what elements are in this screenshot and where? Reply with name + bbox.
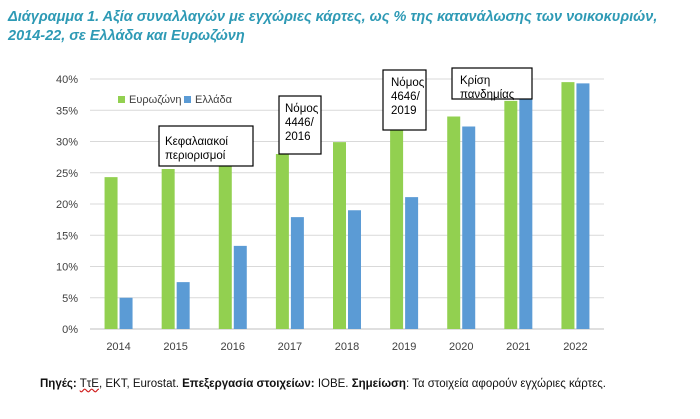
x-tick-label: 2017 <box>278 341 302 353</box>
annotation-text: Νόμος <box>391 77 425 89</box>
y-tick-label: 40% <box>56 74 78 86</box>
annotation-text: πανδημίας <box>460 89 515 101</box>
bar-greece-2019 <box>405 197 419 329</box>
bars <box>104 82 590 329</box>
y-tick-label: 25% <box>56 168 78 180</box>
annotation-frame <box>451 67 533 100</box>
bar-eurozone-2022 <box>561 82 575 329</box>
annotation-box: Νόμος 4446/2016 <box>278 95 322 155</box>
x-tick-label: 2014 <box>106 341 130 353</box>
annotation-text: περιορισμοί <box>165 150 226 162</box>
bar-eurozone-2015 <box>161 169 175 329</box>
x-tick-label: 2021 <box>506 341 530 353</box>
legend: Ευρωζώνη Ελλάδα <box>118 94 233 106</box>
source-bog: ΤτΕ <box>79 378 99 390</box>
processing-value: ΙΟΒΕ. <box>317 378 349 390</box>
bar-eurozone-2016 <box>218 161 232 329</box>
annotation-frame <box>382 69 427 131</box>
bar-eurozone-2018 <box>333 142 346 329</box>
bar-greece-2014 <box>119 297 133 329</box>
sources-label: Πηγές: <box>40 378 77 390</box>
annotations: ΚεφαλαιακοίπεριορισμοίΝόμος4446/2016Νόμο… <box>158 67 533 167</box>
annotation-text: 2016 <box>285 131 311 143</box>
x-tick-label: 2015 <box>163 341 187 353</box>
bar-eurozone-2021 <box>504 100 518 329</box>
x-tick-label: 2016 <box>221 341 245 353</box>
annotation-box: Κεφαλαιακοί περιορισμοί <box>158 125 254 167</box>
legend-swatch <box>118 96 125 103</box>
sources-rest: , ΕΚΤ, Eurostat. <box>98 378 179 390</box>
note-value: : Τα στοιχεία αφορούν εγχώριες κάρτες. <box>405 378 606 390</box>
annotation-frame <box>278 95 322 155</box>
x-tick-label: 2020 <box>449 341 473 353</box>
x-tick-label: 2018 <box>335 341 359 353</box>
bar-greece-2020 <box>462 126 476 329</box>
note-label: Σημείωση <box>351 378 406 390</box>
bar-eurozone-2020 <box>447 116 461 329</box>
chart-title: Διάγραμμα 1. Αξία συναλλαγών με εγχώριες… <box>8 9 658 44</box>
legend-swatch <box>184 96 191 103</box>
annotation-frame <box>158 125 254 167</box>
chart-footer: Πηγές: ΤτΕ, ΕΚΤ, Eurostat. Επεξεργασία σ… <box>40 378 690 390</box>
y-tick-label: 35% <box>56 105 78 117</box>
annotation-text: 4446/ <box>285 117 315 129</box>
annotation-text: Κεφαλαιακοί <box>165 136 228 148</box>
annotation-box: Κρίση πανδημίας <box>451 67 533 101</box>
x-axis-tick-labels: 2014 2015 2016 2017 2018 2019 2020 2021 2022 <box>106 341 587 353</box>
x-tick-label: 2022 <box>563 341 587 353</box>
bar-greece-2022 <box>576 83 590 329</box>
annotation-text: Κρίση <box>460 75 490 87</box>
bar-eurozone-2014 <box>104 177 118 329</box>
y-tick-label: 15% <box>56 230 78 242</box>
annotation-text: 4646/ <box>391 91 421 103</box>
y-tick-label: 30% <box>56 137 78 149</box>
gridlines <box>90 78 604 330</box>
y-tick-label: 10% <box>56 262 78 274</box>
y-tick-label: 5% <box>62 293 78 305</box>
annotation-text: 2019 <box>391 105 417 117</box>
legend-label: Ελλάδα <box>195 94 233 106</box>
y-tick-label: 20% <box>56 199 78 211</box>
bar-greece-2015 <box>176 282 190 329</box>
processing-label: Επεξεργασία στοιχείων: <box>182 378 315 390</box>
bar-eurozone-2017 <box>275 154 289 329</box>
bar-eurozone-2019 <box>390 129 404 329</box>
annotation-box: Νόμος 4646/2019 <box>382 69 427 131</box>
x-tick-label: 2019 <box>392 341 416 353</box>
y-tick-label: 0% <box>62 324 78 336</box>
bar-greece-2016 <box>233 245 247 329</box>
bar-greece-2017 <box>290 217 304 329</box>
legend-label: Ευρωζώνη <box>129 94 182 106</box>
bar-greece-2018 <box>348 210 361 329</box>
annotation-text: Νόμος <box>285 103 319 115</box>
y-axis-tick-labels: 0% 5% 10% 15% 20% 25% 30% 35% 40% <box>56 74 78 336</box>
bar-greece-2021 <box>519 96 533 329</box>
